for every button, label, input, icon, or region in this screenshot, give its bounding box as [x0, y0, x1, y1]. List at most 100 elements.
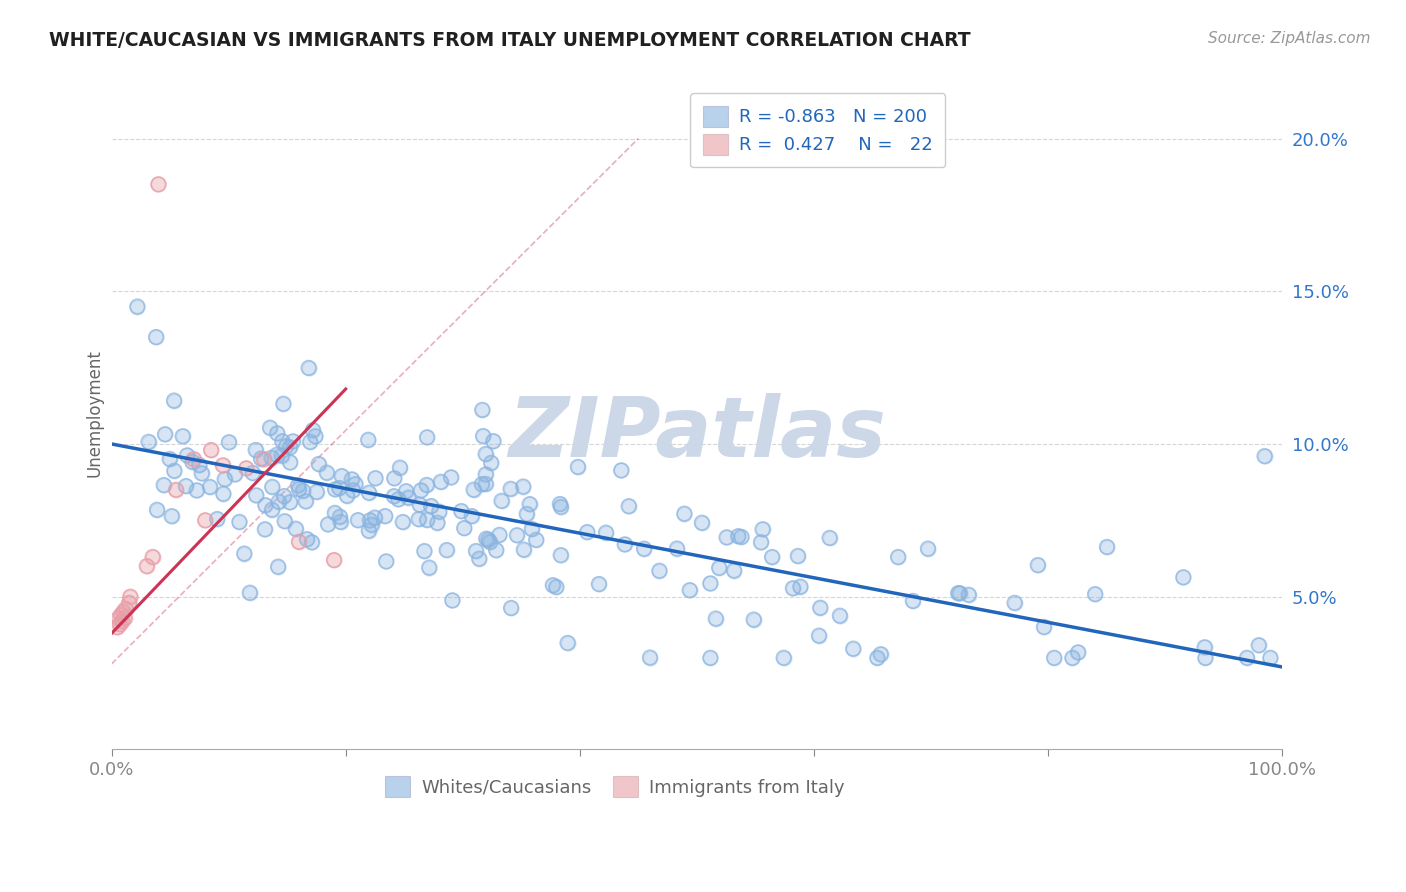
Point [281, 434, 304, 449]
Point [323, 506, 346, 520]
Point [259, 420, 281, 434]
Point [357, 485, 380, 500]
Point [576, 525, 599, 540]
Point [807, 629, 830, 643]
Point [395, 484, 418, 499]
Point [730, 530, 752, 544]
Point [260, 450, 283, 465]
Point [110, 607, 132, 622]
Point [165, 483, 187, 497]
Point [472, 429, 495, 443]
Point [548, 497, 571, 511]
Point [440, 470, 463, 484]
Point [110, 607, 132, 622]
Point [153, 427, 176, 442]
Point [357, 485, 380, 500]
Point [176, 449, 198, 463]
Point [304, 429, 326, 443]
Point [260, 502, 283, 516]
Point [690, 516, 713, 530]
Point [474, 467, 496, 482]
Point [699, 576, 721, 591]
Point [901, 594, 924, 608]
Point [427, 505, 450, 519]
Point [163, 393, 186, 408]
Point [516, 507, 538, 521]
Point [347, 513, 370, 527]
Point [949, 586, 972, 600]
Point [118, 596, 141, 610]
Point [205, 512, 228, 526]
Point [704, 611, 727, 625]
Point [1260, 650, 1282, 665]
Point [287, 478, 309, 492]
Point [450, 504, 472, 518]
Point [1032, 620, 1054, 634]
Point [866, 650, 889, 665]
Point [382, 489, 405, 503]
Point [418, 560, 440, 574]
Point [463, 483, 485, 497]
Point [107, 620, 129, 634]
Point [1247, 638, 1270, 652]
Point [1194, 650, 1216, 665]
Point [789, 580, 811, 594]
Point [749, 535, 772, 549]
Point [288, 482, 311, 496]
Point [633, 541, 655, 556]
Point [357, 433, 380, 447]
Point [1084, 587, 1107, 601]
Point [742, 613, 765, 627]
Point [761, 549, 783, 564]
Point [782, 582, 804, 596]
Point [163, 464, 186, 478]
Point [114, 602, 136, 616]
Point [946, 586, 969, 600]
Point [513, 542, 536, 557]
Point [245, 442, 267, 457]
Point [610, 463, 633, 477]
Point [329, 515, 352, 529]
Point [648, 564, 671, 578]
Text: ZIPatlas: ZIPatlas [508, 393, 886, 474]
Point [357, 524, 380, 538]
Point [181, 455, 204, 469]
Point [111, 614, 134, 628]
Point [211, 458, 233, 473]
Point [295, 532, 318, 546]
Point [364, 471, 387, 485]
Point [413, 544, 436, 558]
Point [818, 531, 841, 545]
Point [364, 471, 387, 485]
Point [138, 434, 160, 449]
Point [409, 483, 432, 498]
Point [266, 448, 288, 462]
Point [271, 434, 294, 449]
Point [316, 517, 339, 532]
Point [901, 594, 924, 608]
Point [441, 593, 464, 607]
Point [1194, 640, 1216, 655]
Point [550, 500, 572, 514]
Point [471, 402, 494, 417]
Point [472, 429, 495, 443]
Point [638, 650, 661, 665]
Point [250, 451, 273, 466]
Point [416, 513, 439, 527]
Point [224, 467, 246, 482]
Point [782, 582, 804, 596]
Point [546, 580, 568, 594]
Point [408, 498, 430, 512]
Point [330, 469, 353, 483]
Point [842, 641, 865, 656]
Point [1173, 570, 1195, 584]
Point [375, 554, 398, 568]
Point [270, 449, 292, 463]
Point [200, 443, 222, 458]
Point [120, 590, 142, 604]
Point [1062, 650, 1084, 665]
Point [546, 580, 568, 594]
Point [299, 434, 322, 449]
Point [254, 498, 277, 512]
Point [1253, 449, 1275, 463]
